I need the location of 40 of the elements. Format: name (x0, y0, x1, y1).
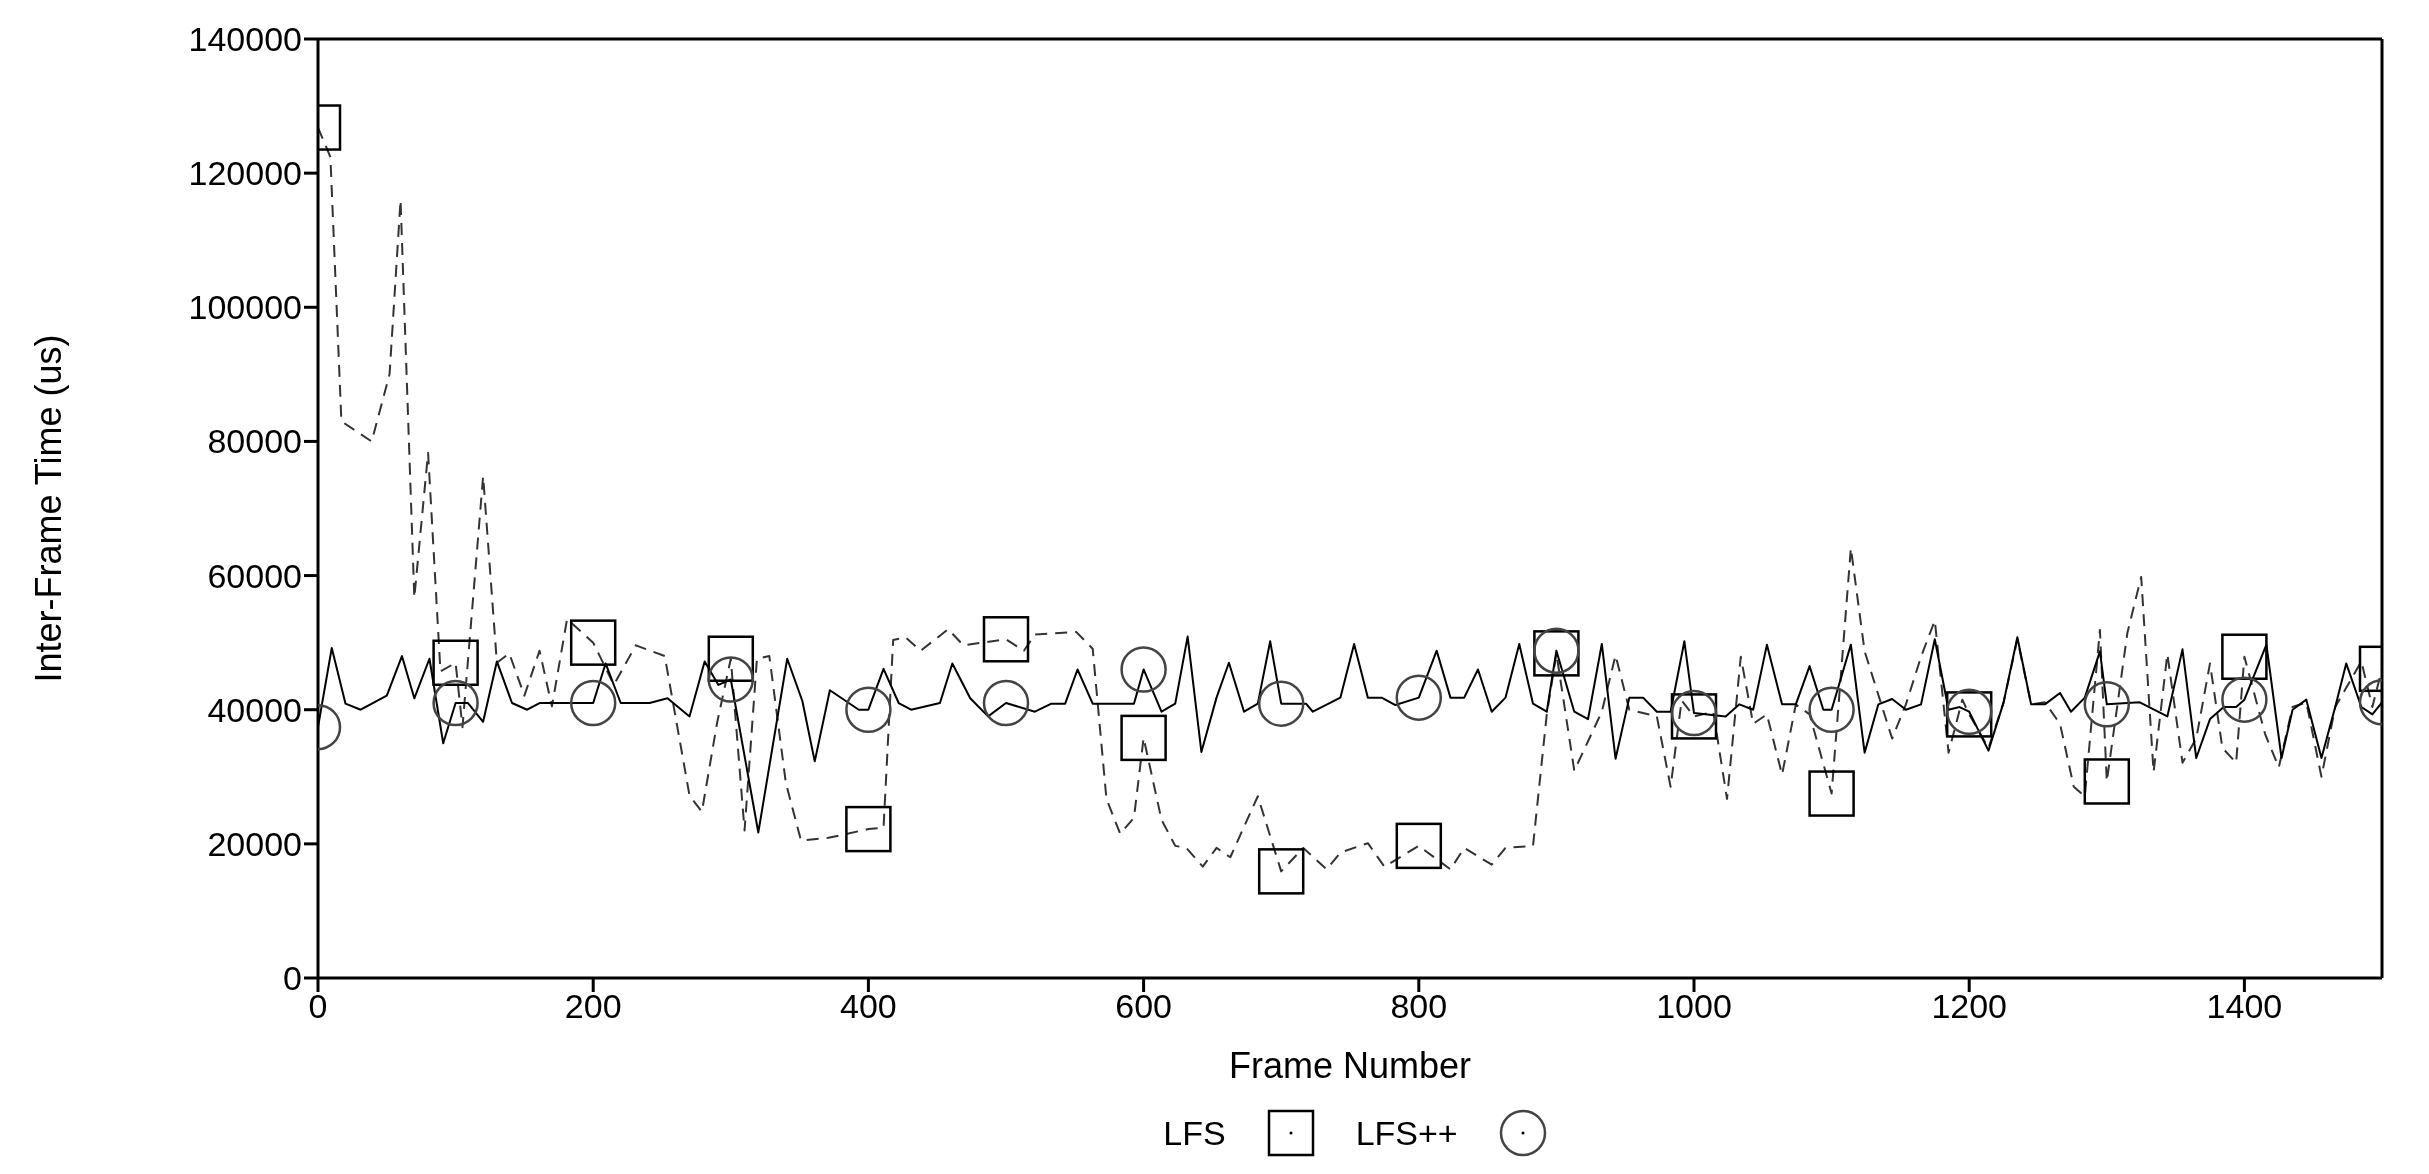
legend-label: LFS (1163, 1113, 1226, 1153)
legend-label: LFS++ (1355, 1113, 1458, 1153)
point (1257, 680, 1305, 727)
x-tick-label: 600 (1115, 987, 1172, 1026)
y-tick-label: 120000 (188, 154, 302, 193)
point (2083, 758, 2131, 805)
point (1120, 646, 1167, 693)
point (845, 686, 892, 733)
point (1120, 714, 1167, 762)
point (569, 679, 617, 727)
x-axis-title: Frame Number (1228, 1045, 1472, 1086)
point (1395, 674, 1443, 721)
point (1257, 848, 1305, 895)
point (982, 616, 1030, 663)
point (982, 679, 1030, 727)
y-tick-label: 140000 (188, 20, 302, 59)
point (569, 619, 617, 666)
point (1395, 822, 1443, 870)
point (1808, 770, 1855, 817)
x-tick-label: 1000 (1656, 987, 1732, 1026)
x-tick-label: 1200 (1931, 987, 2008, 1026)
point (845, 805, 892, 853)
y-tick-label: 60000 (207, 556, 302, 595)
x-tick-label: 1400 (2206, 987, 2283, 1026)
y-tick-label: 0 (283, 959, 302, 998)
x-tick-label: 800 (1390, 987, 1448, 1026)
point (2083, 681, 2131, 728)
point (2221, 676, 2268, 723)
point (707, 656, 755, 703)
y-tick-label: 40000 (207, 690, 302, 729)
point (432, 679, 479, 727)
x-tick-label: 400 (840, 987, 897, 1026)
y-tick-label: 80000 (207, 422, 302, 461)
y-tick-label: 100000 (188, 288, 302, 327)
point (432, 639, 479, 687)
point (1808, 686, 1855, 733)
x-tick-label: 200 (564, 987, 622, 1026)
y-tick-label: 20000 (207, 824, 302, 863)
y-axis-title: Inter-Frame Time (us) (27, 334, 69, 683)
x-tick-label: 0 (308, 987, 328, 1026)
